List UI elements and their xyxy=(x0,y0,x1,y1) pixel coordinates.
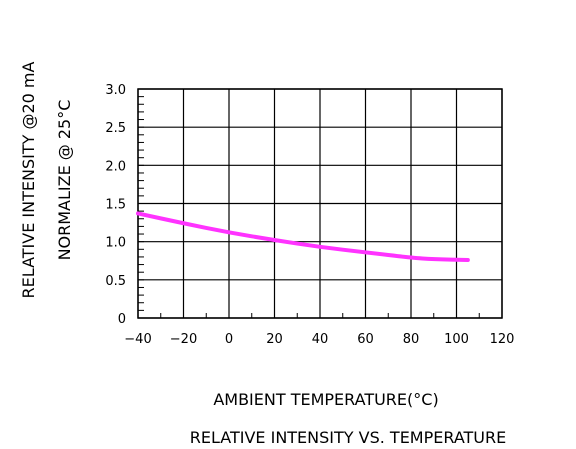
x-axis-label: AMBIENT TEMPERATURE(°C) xyxy=(213,390,438,409)
x-tick-label-4: 40 xyxy=(312,332,329,347)
y-tick-label-0: 0 xyxy=(118,312,126,327)
series-layer xyxy=(136,211,470,262)
x-tick-label-5: 60 xyxy=(357,332,374,347)
x-tick-label-0: −40 xyxy=(124,332,151,347)
x-tick-label-3: 20 xyxy=(266,332,283,347)
x-tick-label-1: −20 xyxy=(170,332,197,347)
x-tick-label-8: 120 xyxy=(490,332,515,347)
y-tick-label-1: 0.5 xyxy=(105,274,126,289)
y-tick-label-2: 1.0 xyxy=(105,236,126,251)
y-minor-ticks xyxy=(138,96,480,318)
plot-frame xyxy=(137,88,503,319)
y-tick-label-4: 2.0 xyxy=(105,159,126,174)
y-tick-labels: 0 0.5 1.0 1.5 2.0 2.5 3.0 xyxy=(105,83,126,327)
x-tick-label-2: 0 xyxy=(225,332,233,347)
chart-title: RELATIVE INTENSITY VS. TEMPERATURE xyxy=(190,428,507,447)
y-tick-label-6: 3.0 xyxy=(105,83,126,98)
grid xyxy=(137,88,503,319)
x-tick-label-6: 80 xyxy=(403,332,420,347)
y-axis-label-line1: RELATIVE INTENSITY @20 mA xyxy=(19,62,38,299)
series-line-0 xyxy=(136,211,470,262)
x-tick-labels: −40 −20 0 20 40 60 80 100 120 xyxy=(124,332,514,347)
y-tick-label-3: 1.5 xyxy=(105,198,126,213)
y-tick-label-5: 2.5 xyxy=(105,121,126,136)
x-tick-label-7: 100 xyxy=(444,332,469,347)
y-axis-label-line2: NORMALIZE @ 25°C xyxy=(55,100,74,261)
